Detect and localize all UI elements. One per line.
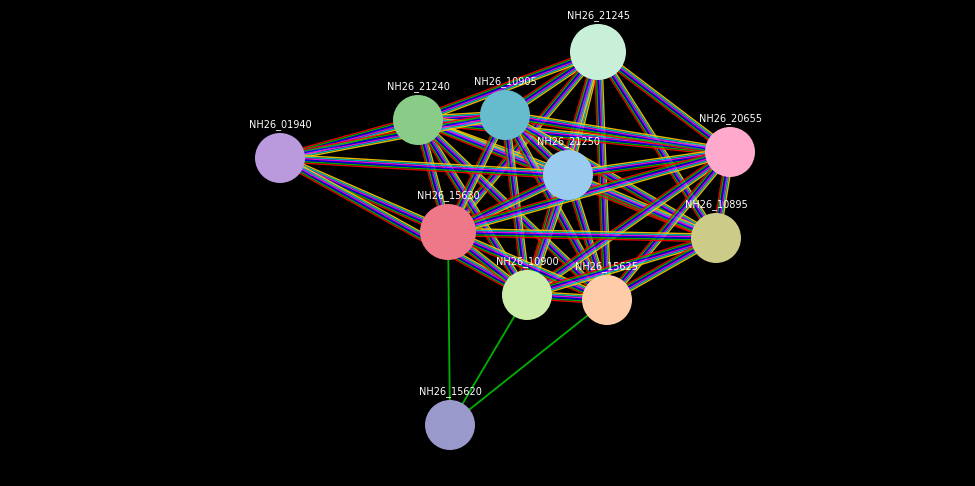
Text: NH26_21245: NH26_21245 bbox=[566, 10, 630, 21]
Text: NH26_10900: NH26_10900 bbox=[495, 256, 559, 267]
Text: NH26_10905: NH26_10905 bbox=[474, 76, 536, 87]
Circle shape bbox=[255, 133, 305, 183]
Circle shape bbox=[582, 275, 632, 325]
Circle shape bbox=[543, 150, 593, 200]
Circle shape bbox=[570, 24, 626, 80]
Circle shape bbox=[480, 90, 530, 140]
Circle shape bbox=[420, 204, 476, 260]
Circle shape bbox=[502, 270, 552, 320]
Text: NH26_15620: NH26_15620 bbox=[418, 386, 482, 397]
Text: NH26_21240: NH26_21240 bbox=[386, 81, 449, 92]
Circle shape bbox=[393, 95, 443, 145]
Circle shape bbox=[705, 127, 755, 177]
Text: NH26_21250: NH26_21250 bbox=[536, 136, 600, 147]
Text: NH26_20655: NH26_20655 bbox=[698, 113, 761, 124]
Circle shape bbox=[425, 400, 475, 450]
Text: NH26_10895: NH26_10895 bbox=[684, 199, 748, 210]
Text: NH26_01940: NH26_01940 bbox=[249, 119, 311, 130]
Text: NH26_15625: NH26_15625 bbox=[575, 261, 639, 272]
Circle shape bbox=[691, 213, 741, 263]
Text: NH26_15630: NH26_15630 bbox=[416, 190, 480, 201]
